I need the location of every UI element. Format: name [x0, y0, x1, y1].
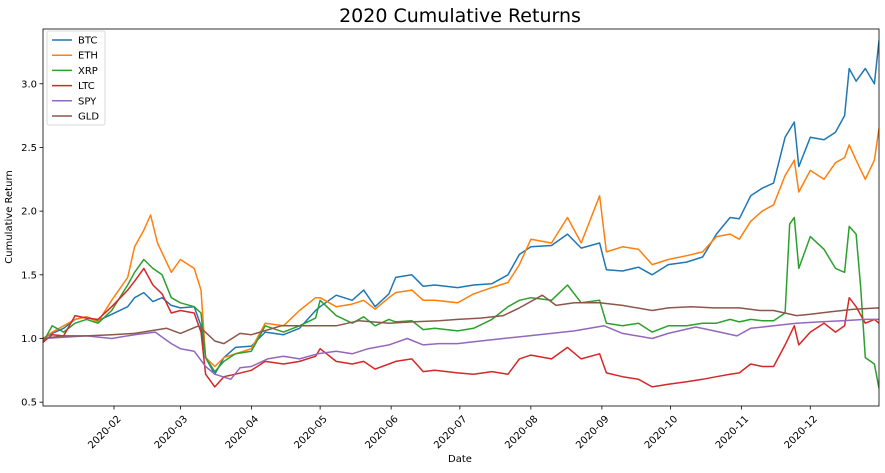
series-line-eth — [43, 128, 879, 368]
x-axis-label: Date — [448, 454, 472, 465]
x-tick-label: 2020-02 — [86, 414, 123, 451]
y-axis-label: Cumulative Return — [4, 170, 15, 263]
x-tick-label: 2020-07 — [432, 414, 469, 451]
y-tick-label: 3.0 — [21, 79, 37, 90]
series-line-ltc — [43, 267, 879, 388]
x-tick-label: 2020-12 — [783, 414, 820, 451]
x-tick-label: 2020-11 — [714, 414, 751, 451]
series-lines — [43, 40, 879, 389]
series-line-gld — [43, 294, 879, 345]
x-tick-label: 2020-08 — [503, 414, 540, 451]
legend-label-gld: GLD — [78, 112, 99, 123]
y-tick-label: 1.5 — [21, 270, 37, 281]
plot-frame — [42, 28, 880, 407]
x-tick-label: 2020-05 — [292, 414, 329, 451]
series-line-spy — [43, 318, 879, 381]
plot-area — [43, 40, 879, 389]
legend-label-spy: SPY — [78, 96, 97, 107]
legend-label-ltc: LTC — [78, 81, 95, 92]
y-tick-label: 1.0 — [21, 334, 37, 345]
legend-label-btc: BTC — [78, 36, 97, 47]
legend-label-xrp: XRP — [78, 66, 98, 77]
x-tick-label: 2020-10 — [643, 414, 680, 451]
x-tick-label: 2020-04 — [224, 414, 261, 451]
y-tick-label: 2.5 — [21, 143, 37, 154]
x-tick-label: 2020-03 — [153, 414, 190, 451]
y-tick-label: 2.0 — [21, 207, 37, 218]
y-tick-label: 0.5 — [21, 398, 37, 409]
chart-title: 2020 Cumulative Returns — [339, 5, 581, 27]
series-line-xrp — [43, 216, 879, 389]
x-tick-label: 2020-09 — [574, 414, 611, 451]
x-tick-label: 2020-06 — [363, 414, 400, 451]
series-line-btc — [43, 40, 879, 375]
legend-label-eth: ETH — [78, 51, 98, 62]
legend: BTC ETH XRP LTC SPY GLD — [46, 30, 106, 126]
axes: 2020-02 2020-03 2020-04 2020-05 2020-06 2020-… — [21, 28, 880, 451]
